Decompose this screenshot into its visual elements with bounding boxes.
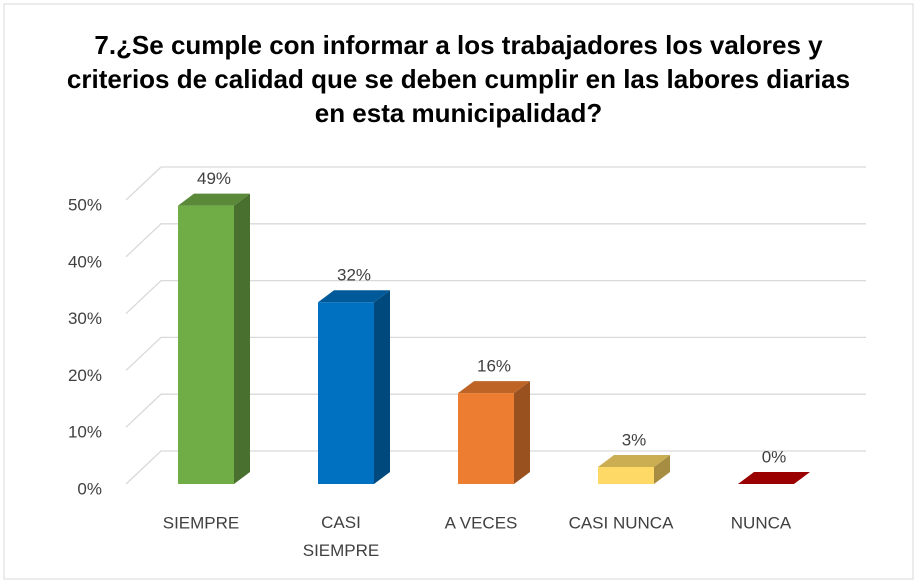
x-tick-label: SIEMPRE [163,513,240,532]
x-tick-label: NUNCA [731,513,792,532]
value-label: 49% [197,169,231,188]
chart-title: 7.¿Se cumple con informar a los trabajad… [66,30,851,128]
x-tick-label: CASI SIEMPRE [303,513,380,560]
grid-line [125,166,866,201]
grid-line [125,223,866,258]
bar-side [374,290,390,484]
y-tick-label: 30% [68,309,102,328]
bar-top [458,381,530,394]
value-label: 0% [762,447,787,466]
bar-side [514,381,530,484]
bar-front [458,393,514,484]
bar [738,472,810,484]
y-tick-label: 50% [68,195,102,214]
bar-side [654,454,670,484]
bar-front [178,205,234,484]
value-label: 32% [337,266,371,285]
x-tick-label: CASI NUNCA [569,513,675,532]
y-tick-label: 40% [68,252,102,271]
bar-top [738,472,810,484]
bar-front [318,302,374,484]
bar [318,290,390,484]
bar-top [598,454,670,467]
value-label: 3% [622,430,647,449]
bar [178,193,250,484]
bar [598,454,670,484]
bar-front [598,466,654,484]
y-tick-label: 10% [68,423,102,442]
value-label: 16% [477,357,511,376]
y-tick-label: 0% [77,479,102,498]
grid-line [125,450,866,485]
grid-line [125,279,866,315]
x-tick-label: A VECES [445,513,518,532]
bar-top [178,193,250,206]
bar-side [234,193,250,484]
grid-line [125,336,866,371]
bar [458,381,530,484]
y-tick-label: 20% [68,366,102,385]
title-box: 7.¿Se cumple con informar a los trabajad… [66,30,851,128]
bar-top [318,290,390,303]
grid-line [125,393,866,428]
